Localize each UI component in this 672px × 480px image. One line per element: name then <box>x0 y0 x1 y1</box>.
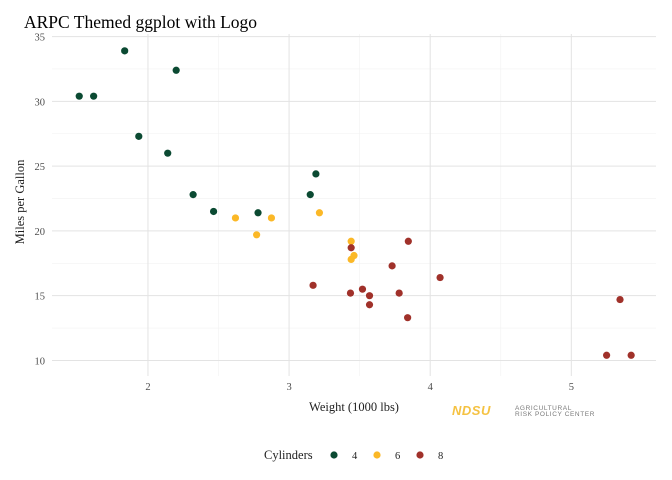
data-point-cyl-4 <box>172 66 180 74</box>
legend-key-4 <box>330 451 338 459</box>
grid <box>52 34 656 376</box>
data-point-cyl-6 <box>350 251 358 260</box>
legend-key-8 <box>416 451 424 459</box>
data-point-cyl-6 <box>347 237 355 245</box>
data-point-cyl-4 <box>312 170 320 178</box>
data-point-cyl-6 <box>267 214 276 222</box>
data-point-cyl-4 <box>306 191 314 199</box>
x-tick-label: 2 <box>145 382 150 393</box>
data-point-cyl-6 <box>315 209 324 217</box>
data-points <box>75 47 635 359</box>
x-tick-label: 3 <box>286 382 291 393</box>
x-axis-label: Weight (1000 lbs) <box>309 400 399 414</box>
y-axis-label: Miles per Gallon <box>13 159 27 244</box>
y-tick-label: 30 <box>35 97 46 108</box>
data-point-cyl-6 <box>231 214 240 222</box>
chart-title: ARPC Themed ggplot with Logo <box>24 12 257 32</box>
data-point-cyl-4 <box>254 209 262 217</box>
arpc-logo: NDSU AGRICULTURAL RISK POLICY CENTER <box>452 403 595 418</box>
data-point-cyl-8 <box>388 262 396 270</box>
data-point-cyl-8 <box>365 301 374 309</box>
logo-mark: NDSU <box>452 403 491 418</box>
logo-line1: AGRICULTURAL <box>515 405 572 412</box>
data-point-cyl-4 <box>189 191 197 199</box>
data-point-cyl-8 <box>603 351 611 359</box>
data-point-cyl-4 <box>135 132 143 140</box>
data-point-cyl-8 <box>347 244 355 252</box>
data-point-cyl-8 <box>358 285 367 293</box>
legend: Cylinders 4 6 8 <box>264 448 443 462</box>
data-point-cyl-4 <box>121 47 129 55</box>
legend-title: Cylinders <box>264 448 313 462</box>
data-point-cyl-4 <box>90 92 98 100</box>
legend-label-8: 8 <box>438 451 443 462</box>
data-point-cyl-8 <box>616 295 624 304</box>
y-tick-label: 15 <box>35 292 46 303</box>
y-tick-label: 25 <box>35 162 46 173</box>
legend-label-4: 4 <box>352 451 358 462</box>
data-point-cyl-4 <box>75 92 83 100</box>
data-point-cyl-8 <box>346 289 355 297</box>
data-point-cyl-8 <box>627 351 635 359</box>
data-point-cyl-6 <box>253 231 261 239</box>
y-tick-label: 35 <box>35 33 46 44</box>
legend-label-6: 6 <box>395 451 400 462</box>
x-tick-label: 4 <box>428 382 434 393</box>
legend-key-6 <box>373 451 381 459</box>
y-tick-label: 10 <box>35 356 46 367</box>
data-point-cyl-8 <box>395 289 403 297</box>
y-tick-label: 20 <box>35 227 46 238</box>
data-point-cyl-4 <box>164 149 172 157</box>
x-tick-label: 5 <box>569 382 574 393</box>
logo-line2: RISK POLICY CENTER <box>515 411 595 418</box>
data-point-cyl-8 <box>404 237 412 245</box>
tick-labels: 2 3 4 5 10 15 20 25 30 35 <box>35 33 574 393</box>
data-point-cyl-8 <box>309 281 317 289</box>
data-point-cyl-8 <box>365 292 374 300</box>
data-point-cyl-8 <box>404 314 412 322</box>
data-point-cyl-8 <box>436 273 444 282</box>
data-point-cyl-4 <box>209 207 218 216</box>
